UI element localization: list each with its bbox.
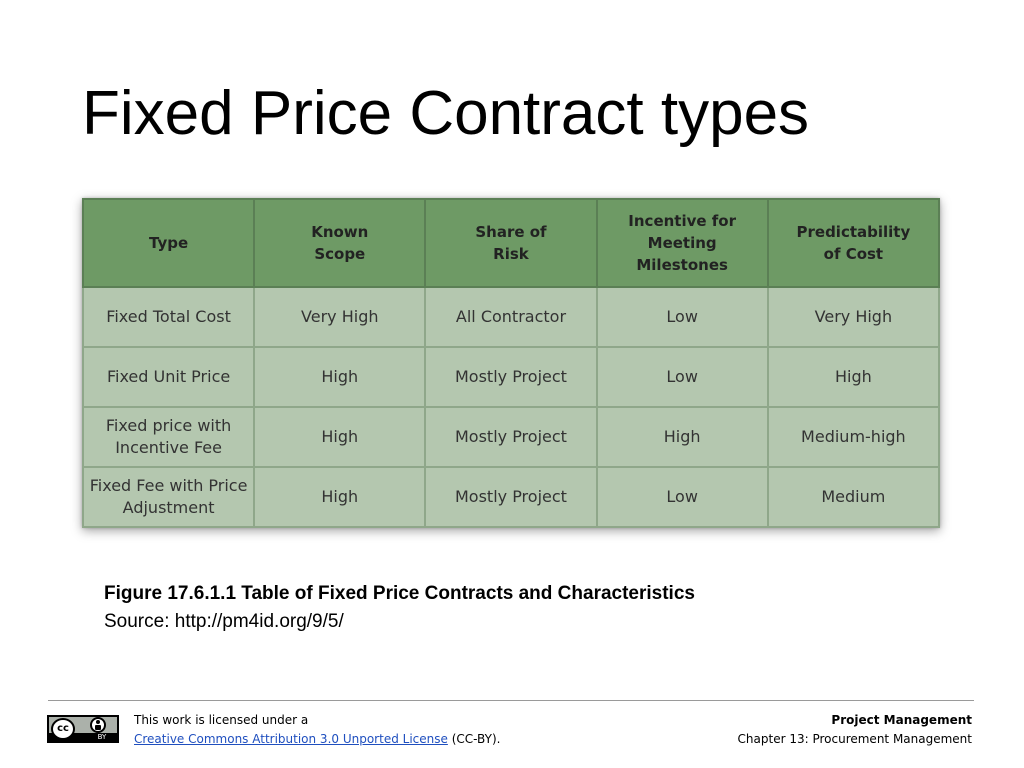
table-cell: Very High [253, 286, 427, 348]
figure-caption: Figure 17.6.1.1 Table of Fixed Price Con… [104, 580, 695, 636]
contract-types-table: Type Known Scope Share of Risk Incentive… [81, 198, 941, 528]
table-cell: Medium [766, 466, 941, 528]
license-line: Creative Commons Attribution 3.0 Unporte… [134, 730, 500, 749]
table-row: Fixed Fee with Price Adjustment High Mos… [81, 466, 941, 528]
table-cell: Low [595, 286, 769, 348]
table-cell: Fixed price with Incentive Fee [81, 406, 256, 468]
table-cell: Fixed Total Cost [81, 286, 256, 348]
course-chapter: Chapter 13: Procurement Management [737, 732, 972, 746]
table-cell: High [253, 346, 427, 408]
person-icon [90, 717, 106, 733]
table-cell: High [766, 346, 941, 408]
table-cell: High [595, 406, 769, 468]
table-cell: Low [595, 346, 769, 408]
fixed-price-table: Type Known Scope Share of Risk Incentive… [81, 198, 941, 528]
table-header-row: Type Known Scope Share of Risk Incentive… [81, 198, 941, 288]
header-predictability: Predictability of Cost [766, 198, 941, 288]
header-share-of-risk: Share of Risk [424, 198, 598, 288]
table-cell: Fixed Unit Price [81, 346, 256, 408]
table-cell: High [253, 466, 427, 528]
table-cell: Medium-high [766, 406, 941, 468]
table-cell: Low [595, 466, 769, 528]
table-cell: Mostly Project [424, 466, 598, 528]
table-cell: Mostly Project [424, 406, 598, 468]
table-cell: All Contractor [424, 286, 598, 348]
slide-title: Fixed Price Contract types [82, 79, 810, 148]
by-label: BY [97, 733, 107, 741]
caption-source: Source: http://pm4id.org/9/5/ [104, 611, 344, 632]
table-cell: High [253, 406, 427, 468]
header-type: Type [81, 198, 256, 288]
table-cell: Mostly Project [424, 346, 598, 408]
cc-by-icon[interactable]: cc BY [47, 715, 119, 743]
header-incentive: Incentive for Meeting Milestones [595, 198, 769, 288]
course-title: Project Management [831, 713, 972, 727]
course-info: Project Management Chapter 13: Procureme… [738, 711, 972, 749]
license-notice: This work is licensed under a Creative C… [134, 711, 500, 749]
table-row: Fixed Unit Price High Mostly Project Low… [81, 346, 941, 408]
cc-icon: cc [51, 718, 75, 740]
caption-title: Figure 17.6.1.1 Table of Fixed Price Con… [104, 583, 695, 604]
license-prefix: This work is licensed under a [134, 713, 309, 727]
license-link[interactable]: Creative Commons Attribution 3.0 Unporte… [134, 732, 448, 746]
table-cell: Very High [766, 286, 941, 348]
table-row: Fixed price with Incentive Fee High Most… [81, 406, 941, 468]
table-cell: Fixed Fee with Price Adjustment [81, 466, 256, 528]
footer-divider [48, 700, 974, 701]
license-suffix: (CC-BY). [447, 732, 501, 746]
header-known-scope: Known Scope [253, 198, 427, 288]
table-row: Fixed Total Cost Very High All Contracto… [81, 286, 941, 348]
